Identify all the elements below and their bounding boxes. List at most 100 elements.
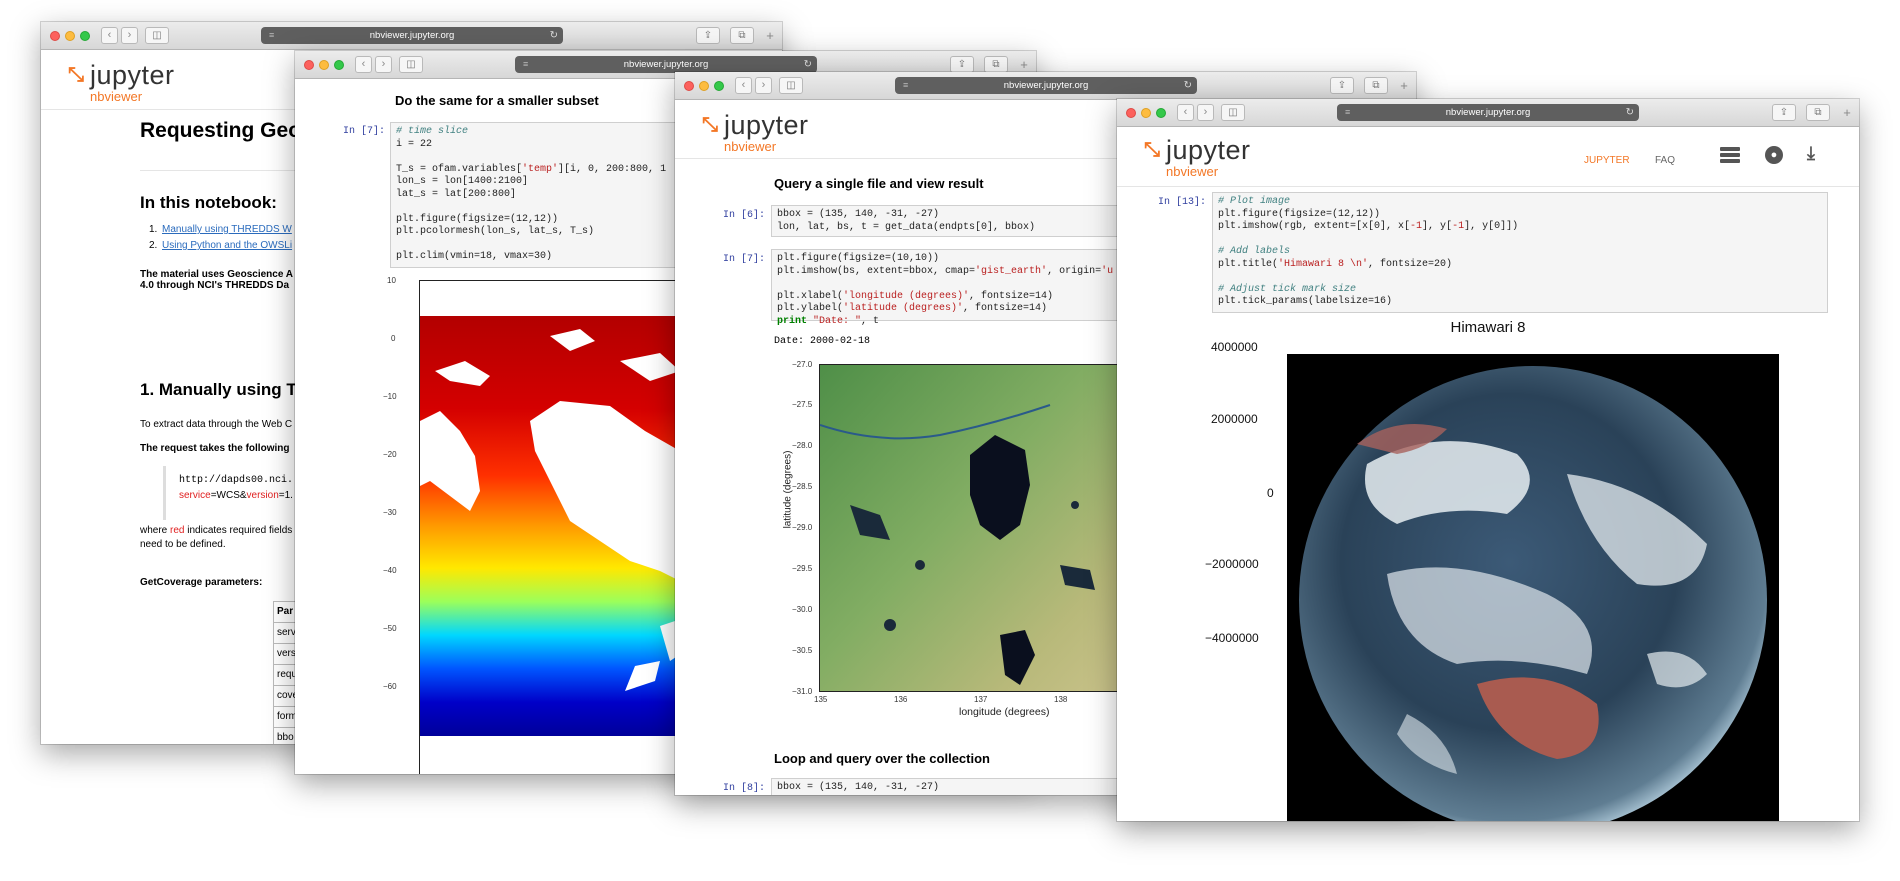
- y-tick-label: 2000000: [1211, 412, 1258, 426]
- blockquote-bar: [163, 466, 166, 520]
- reload-icon[interactable]: ↻: [803, 59, 812, 70]
- zoom-window-button[interactable]: [1156, 108, 1166, 118]
- y-tick-label: −50: [383, 624, 397, 633]
- temperature-heatmap: [419, 280, 719, 774]
- server-icon[interactable]: [1720, 147, 1740, 165]
- code-comment: # Plot image: [1218, 196, 1291, 207]
- share-icon[interactable]: ⇪: [950, 56, 974, 73]
- tabs-icon[interactable]: ⧉: [984, 56, 1008, 73]
- minimize-window-button[interactable]: [1141, 108, 1151, 118]
- reload-icon[interactable]: ↻: [549, 30, 558, 41]
- new-tab-icon[interactable]: +: [1400, 78, 1408, 93]
- reader-icon[interactable]: ≡: [523, 59, 529, 69]
- reload-icon[interactable]: ↻: [1625, 107, 1634, 118]
- share-icon[interactable]: ⇪: [1772, 104, 1796, 121]
- back-icon[interactable]: ‹: [355, 56, 372, 73]
- forward-icon[interactable]: ›: [755, 77, 772, 94]
- cell-prompt: In [8]:: [723, 783, 766, 794]
- header-divider: [1117, 186, 1859, 187]
- github-icon[interactable]: ●: [1765, 146, 1783, 164]
- note-text: where: [140, 525, 171, 536]
- code-line: , fontsize=20): [1368, 258, 1453, 270]
- intro-text: The material uses Geoscience A: [140, 269, 294, 280]
- y-tick-label: −30.5: [792, 646, 813, 655]
- code-comment: # Add labels: [1218, 246, 1291, 257]
- new-tab-icon[interactable]: +: [766, 28, 774, 43]
- table-cell: bbo: [277, 732, 294, 743]
- download-icon[interactable]: ⤓: [1807, 143, 1815, 163]
- reader-icon[interactable]: ≡: [269, 30, 275, 40]
- y-tick-label: 10: [387, 276, 396, 285]
- zoom-window-button[interactable]: [80, 31, 90, 41]
- address-bar[interactable]: ≡ nbviewer.jupyter.org ↻: [261, 27, 563, 44]
- code-line: lat_s = lat[200:800]: [396, 188, 517, 200]
- sidebar-icon[interactable]: ◫: [399, 56, 423, 73]
- code-line: plt.figure(figsize=(12,12)): [1218, 208, 1381, 220]
- toc-link-owslib[interactable]: Using Python and the OWSLi: [162, 240, 293, 251]
- y-tick-label: −27.5: [792, 400, 813, 409]
- share-icon[interactable]: ⇪: [696, 27, 720, 44]
- close-window-button[interactable]: [304, 60, 314, 70]
- divider: [140, 170, 320, 171]
- sidebar-icon[interactable]: ◫: [145, 27, 169, 44]
- tabs-icon[interactable]: ⧉: [730, 27, 754, 44]
- forward-icon[interactable]: ›: [1197, 104, 1214, 121]
- reload-icon[interactable]: ↻: [1183, 80, 1192, 91]
- request-params: service=WCS&version=1.: [179, 490, 293, 501]
- toc-link-thredds[interactable]: Manually using THREDDS W: [162, 224, 292, 235]
- code-line: , fontsize=14): [969, 290, 1054, 302]
- y-tick-label: 0: [391, 334, 396, 343]
- x-tick-label: 138: [1054, 695, 1068, 704]
- getcoverage-heading: GetCoverage parameters:: [140, 577, 263, 588]
- minimize-window-button[interactable]: [319, 60, 329, 70]
- loop-heading: Loop and query over the collection: [774, 751, 990, 766]
- minimize-window-button[interactable]: [699, 81, 709, 91]
- share-icon[interactable]: ⇪: [1330, 77, 1354, 94]
- new-tab-icon[interactable]: +: [1843, 105, 1851, 120]
- y-tick-label: −20: [383, 450, 397, 459]
- intro-text: 4.0 through NCI's THREDDS Da: [140, 280, 290, 291]
- code-line: ], y[: [1422, 221, 1453, 232]
- zoom-window-button[interactable]: [714, 81, 724, 91]
- y-tick-label: −4000000: [1205, 631, 1259, 645]
- new-tab-icon[interactable]: +: [1020, 57, 1028, 72]
- zoom-window-button[interactable]: [334, 60, 344, 70]
- address-bar[interactable]: ≡ nbviewer.jupyter.org ↻: [1337, 104, 1639, 121]
- request-url-code: http://dapds00.nci.: [179, 475, 294, 486]
- section-heading-manual: 1. Manually using TH: [140, 380, 310, 399]
- close-window-button[interactable]: [684, 81, 694, 91]
- address-bar[interactable]: ≡ nbviewer.jupyter.org ↻: [895, 77, 1197, 94]
- code-comment: # time slice: [396, 126, 469, 137]
- back-icon[interactable]: ‹: [735, 77, 752, 94]
- sidebar-icon[interactable]: ◫: [1221, 104, 1245, 121]
- y-tick-label: −60: [383, 682, 397, 691]
- forward-icon[interactable]: ›: [375, 56, 392, 73]
- close-window-button[interactable]: [1126, 108, 1136, 118]
- tabs-icon[interactable]: ⧉: [1364, 77, 1388, 94]
- temperature-field: [420, 316, 718, 736]
- code-line: plt.clim(vmin=18, vmax=30): [396, 251, 553, 262]
- himawari-image: [1287, 354, 1779, 821]
- reader-icon[interactable]: ≡: [1345, 107, 1351, 117]
- sidebar-icon[interactable]: ◫: [779, 77, 803, 94]
- code-line: plt.imshow(rgb, extent=[x[0], x[: [1218, 221, 1411, 232]
- cell-prompt: In [6]:: [723, 210, 766, 221]
- subset-heading: Do the same for a smaller subset: [395, 93, 599, 108]
- nav-link-faq[interactable]: FAQ: [1655, 155, 1676, 166]
- forward-icon[interactable]: ›: [121, 27, 138, 44]
- param-sep: =WCS&: [210, 490, 247, 501]
- window-titlebar: ‹ › ◫ ≡ nbviewer.jupyter.org ↻ ⇪ ⧉ +: [675, 72, 1416, 100]
- reader-icon[interactable]: ≡: [903, 80, 909, 90]
- address-bar[interactable]: ≡ nbviewer.jupyter.org ↻: [515, 56, 817, 73]
- back-icon[interactable]: ‹: [1177, 104, 1194, 121]
- code-line: bbox = (135, 140, -31, -27): [777, 782, 940, 793]
- code-line: plt.title(: [1218, 258, 1279, 270]
- tabs-icon[interactable]: ⧉: [1806, 104, 1830, 121]
- code-string: 'longitude (degrees)': [843, 290, 970, 302]
- x-axis-label: longitude (degrees): [959, 706, 1050, 718]
- close-window-button[interactable]: [50, 31, 60, 41]
- note-text: indicates required fields: [184, 525, 293, 536]
- back-icon[interactable]: ‹: [101, 27, 118, 44]
- nav-link-jupyter[interactable]: JUPYTER: [1584, 155, 1630, 166]
- minimize-window-button[interactable]: [65, 31, 75, 41]
